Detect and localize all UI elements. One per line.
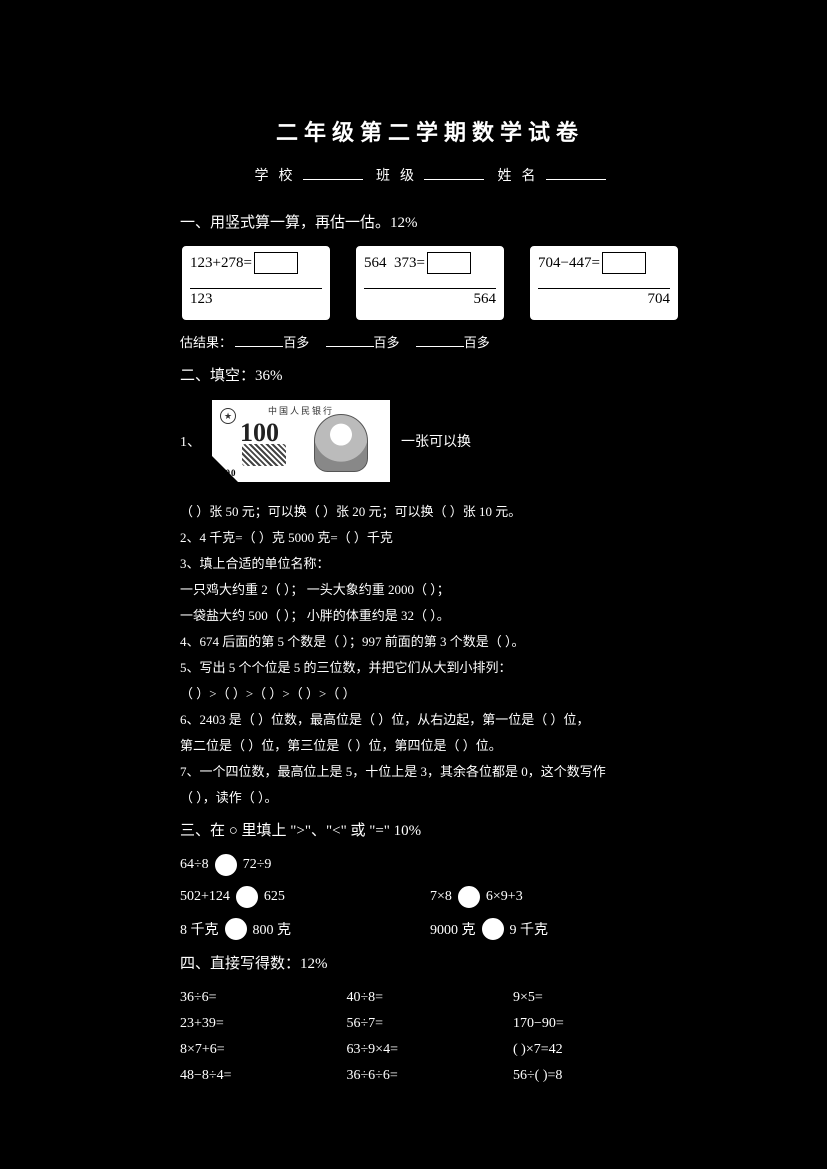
calc-item: 56÷( )=8 <box>513 1063 680 1089</box>
card-number: 123 <box>190 291 322 308</box>
card-number: 564 <box>364 291 496 308</box>
fill-line: 3、填上合适的单位名称： <box>180 553 680 575</box>
est-label: 估结果： <box>180 335 232 350</box>
calc-item: ( )×7=42 <box>513 1037 680 1063</box>
calc-item: 170−90= <box>513 1011 680 1037</box>
calc-item: 40÷8= <box>347 985 514 1011</box>
section-1-head: 一、用竖式算一算，再估一估。12% <box>180 211 680 232</box>
section-2-head: 二、填空：36% <box>180 364 680 385</box>
compare-right: 625 <box>264 889 285 905</box>
student-info-line: 学校 班级 姓名 <box>180 165 680 185</box>
compare-right: 72÷9 <box>243 857 272 873</box>
calc-item: 36÷6÷6= <box>347 1063 514 1089</box>
blank-school[interactable] <box>303 166 363 180</box>
calc-grid: 36÷6= 40÷8= 9×5= 23+39= 56÷7= 170−90= 8×… <box>180 985 680 1089</box>
est-unit: 百多 <box>464 335 490 350</box>
compare-circle[interactable] <box>234 884 260 910</box>
compare-row: 64÷8 72÷9 <box>180 852 680 878</box>
fold-corner-icon <box>212 456 238 482</box>
label-name: 姓名 <box>498 169 546 184</box>
blank-class[interactable] <box>424 166 484 180</box>
fill-line: 2、4 千克=（ ）克 5000 克=（ ）千克 <box>180 527 680 549</box>
portrait-icon <box>314 414 368 472</box>
emblem-icon: ★ <box>220 408 236 424</box>
compare-row: 8 千克 800 克 9000 克 9 千克 <box>180 916 680 942</box>
answer-box[interactable] <box>427 252 471 274</box>
calc-item: 63÷9×4= <box>347 1037 514 1063</box>
equation-text: 123+278= <box>190 255 252 272</box>
worksheet-page: 二年级第二学期数学试卷 学校 班级 姓名 一、用竖式算一算，再估一估。12% 1… <box>180 115 680 1055</box>
calc-item: 8×7+6= <box>180 1037 347 1063</box>
equation-text: 564 373= <box>364 255 425 272</box>
compare-left: 7×8 <box>430 889 452 905</box>
compare-left: 9000 克 <box>430 919 476 939</box>
estimation-card: 123+278= 123 <box>180 244 332 322</box>
est-unit: 百多 <box>374 335 400 350</box>
fill-line: 6、2403 是（ ）位数，最高位是（ ）位，从右边起，第一位是（ ）位， <box>180 709 680 731</box>
section-4-head: 四、直接写得数：12% <box>180 952 680 973</box>
label-class: 班级 <box>376 169 424 184</box>
q1-prefix: 1、 <box>180 431 201 451</box>
fill-line: 一只鸡大约重 2（ ）； 一头大象约重 2000（ ）； <box>180 579 680 601</box>
compare-left: 64÷8 <box>180 857 209 873</box>
page-title: 二年级第二学期数学试卷 <box>180 115 680 147</box>
estimation-card: 564 373= 564 <box>354 244 506 322</box>
answer-box[interactable] <box>602 252 646 274</box>
calc-item: 48−8÷4= <box>180 1063 347 1089</box>
blank[interactable] <box>235 335 283 347</box>
compare-circle[interactable] <box>456 884 482 910</box>
compare-row: 502+124 625 7×8 6×9+3 <box>180 884 680 910</box>
blank-name[interactable] <box>546 166 606 180</box>
estimation-cards: 123+278= 123 564 373= 564 704−447= 704 <box>180 244 680 322</box>
section-3-head: 三、在 ○ 里填上 ">"、"<" 或 "=" 10% <box>180 819 680 840</box>
calc-item: 23+39= <box>180 1011 347 1037</box>
fill-line: （ ）张 50 元；可以换（ ）张 20 元；可以换（ ）张 10 元。 <box>180 501 680 523</box>
calc-item: 56÷7= <box>347 1011 514 1037</box>
calc-item: 9×5= <box>513 985 680 1011</box>
compare-right: 9 千克 <box>510 919 549 939</box>
fill-line: 7、一个四位数，最高位上是 5，十位上是 3，其余各位都是 0，这个数写作 <box>180 761 680 783</box>
card-number: 704 <box>538 291 670 308</box>
hundred-yuan-banknote-icon: 中国人民银行 ★ 100 100 <box>211 399 391 483</box>
fill-line: 一袋盐大约 500（ ）； 小胖的体重约是 32（ ）。 <box>180 605 680 627</box>
answer-box[interactable] <box>254 252 298 274</box>
compare-circle[interactable] <box>480 916 506 942</box>
fill-line: （ ），读作（ ）。 <box>180 787 680 809</box>
equation-text: 704−447= <box>538 255 600 272</box>
blank[interactable] <box>416 335 464 347</box>
bank-name: 中国人民银行 <box>212 400 390 417</box>
estimate-result-line: 估结果： 百多 百多 百多 <box>180 332 680 354</box>
calc-item: 36÷6= <box>180 985 347 1011</box>
banknote-row: 1、 中国人民银行 ★ 100 100 一张可以换 <box>180 399 680 483</box>
fill-line: 第二位是（ ）位，第三位是（ ）位，第四位是（ ）位。 <box>180 735 680 757</box>
fill-line: 5、写出 5 个个位是 5 的三位数，并把它们从大到小排列： <box>180 657 680 679</box>
q1-suffix: 一张可以换 <box>401 431 471 451</box>
est-unit: 百多 <box>283 335 309 350</box>
compare-circle[interactable] <box>223 916 249 942</box>
compare-right: 6×9+3 <box>486 889 523 905</box>
compare-left: 502+124 <box>180 889 230 905</box>
compare-left: 8 千克 <box>180 919 219 939</box>
blank[interactable] <box>326 335 374 347</box>
label-school: 学校 <box>255 169 303 184</box>
fill-line: 4、674 后面的第 5 个数是（ ）；997 前面的第 3 个数是（ ）。 <box>180 631 680 653</box>
estimation-card: 704−447= 704 <box>528 244 680 322</box>
pattern-icon <box>242 444 286 466</box>
fill-line: （ ）>（ ）>（ ）>（ ）>（ ） <box>180 683 680 705</box>
compare-right: 800 克 <box>253 919 292 939</box>
compare-circle[interactable] <box>213 852 239 878</box>
